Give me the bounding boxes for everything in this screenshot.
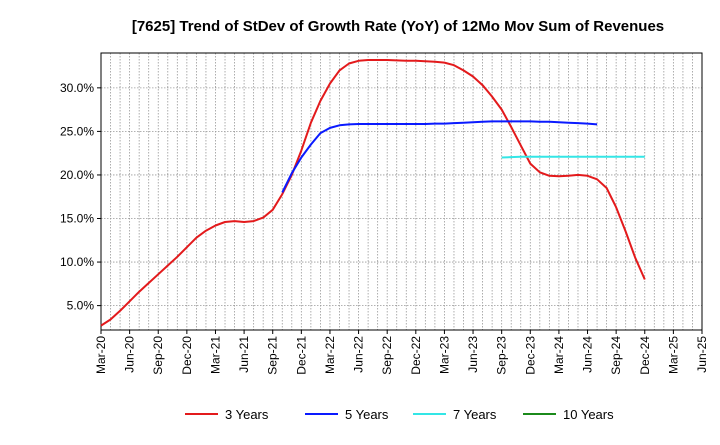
plot-area-border — [100, 52, 703, 331]
x-tick-label: Mar-24 — [552, 336, 566, 374]
chart-title: [7625] Trend of StDev of Growth Rate (Yo… — [132, 18, 664, 35]
x-tick-label: Mar-22 — [323, 336, 337, 374]
y-tick-label: 25.0% — [60, 124, 94, 138]
x-tick-label: Sep-21 — [266, 336, 280, 375]
legend-label-5-years: 5 Years — [345, 407, 389, 422]
x-tick-label: Jun-22 — [352, 336, 366, 373]
legend-label-3-years: 3 Years — [225, 407, 269, 422]
series-line-7-years — [501, 155, 645, 159]
legend-label-10-years: 10 Years — [563, 407, 614, 422]
x-tick-label: Sep-24 — [609, 336, 623, 375]
x-tick-label: Sep-20 — [151, 336, 165, 375]
x-tick-label: Jun-25 — [695, 336, 709, 373]
y-tick-label: 5.0% — [67, 299, 95, 313]
x-tick-label: Mar-25 — [666, 336, 680, 374]
series-line-5-years — [281, 120, 598, 193]
x-tick-label: Jun-21 — [237, 336, 251, 373]
legend-label-7-years: 7 Years — [453, 407, 497, 422]
x-tick-label: Dec-24 — [638, 336, 652, 375]
x-tick-label: Dec-20 — [180, 336, 194, 375]
x-tick-label: Dec-22 — [409, 336, 423, 375]
x-tick-label: Jun-23 — [466, 336, 480, 373]
x-tick-label: Sep-23 — [495, 336, 509, 375]
x-tick-label: Mar-23 — [437, 336, 451, 374]
x-tick-label: Dec-23 — [523, 336, 537, 375]
x-tick-label: Mar-21 — [208, 336, 222, 374]
x-tick-label: Jun-20 — [123, 336, 137, 373]
x-tick-label: Sep-22 — [380, 336, 394, 375]
x-tick-label: Mar-20 — [94, 336, 108, 374]
x-tick-label: Dec-21 — [294, 336, 308, 375]
x-tick-label: Jun-24 — [581, 336, 595, 373]
y-tick-label: 30.0% — [60, 81, 94, 95]
y-tick-label: 15.0% — [60, 212, 94, 226]
y-tick-label: 10.0% — [60, 255, 94, 269]
series-line-3-years — [100, 59, 646, 327]
y-tick-label: 20.0% — [60, 168, 94, 182]
